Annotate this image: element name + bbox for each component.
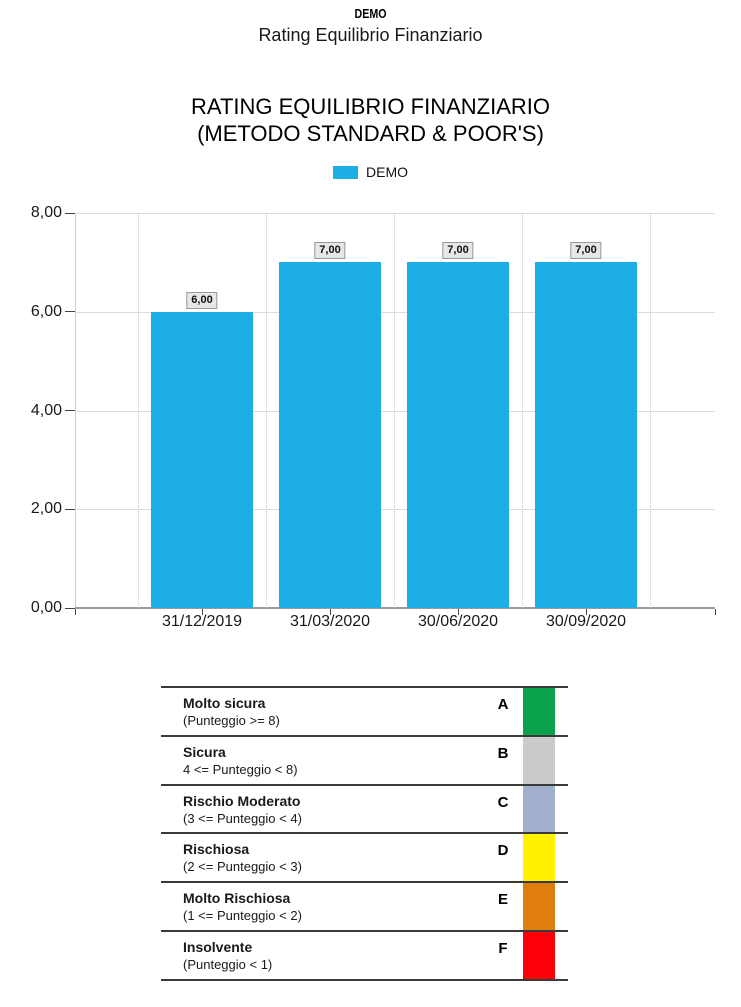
bar	[279, 262, 381, 608]
rating-label: Rischio Moderato	[183, 792, 301, 809]
rating-grade: D	[497, 842, 509, 860]
report-watermark-text: DEMO	[354, 6, 387, 21]
x-axis-label: 31/12/2019	[161, 613, 243, 630]
bar-value-label: 7,00	[314, 242, 346, 260]
y-axis-label: 2,00	[30, 500, 62, 518]
x-axis-tick	[586, 609, 587, 615]
bar	[151, 311, 253, 608]
rating-grade: B	[497, 744, 509, 762]
gridline-h	[75, 410, 715, 412]
bar-value-label: 7,00	[442, 242, 474, 260]
rating-grade: A	[497, 696, 509, 713]
y-axis-label: 4,00	[30, 401, 62, 419]
x-axis-line	[75, 607, 715, 609]
chart-title-line1: RATING EQUILIBRIO FINANZIARIO	[191, 94, 550, 119]
gridline-h	[75, 509, 715, 511]
gridline-v	[394, 213, 395, 608]
rating-range: (2 <= Punteggio < 3)	[183, 859, 302, 875]
bar	[535, 262, 637, 608]
rating-text: Rischio Moderato (3 <= Punteggio < 4)	[161, 786, 483, 833]
y-axis-label: 6,00	[30, 302, 62, 320]
rating-color-swatch	[523, 931, 555, 979]
gridline-v	[266, 213, 267, 608]
rating-label: Sicura	[183, 743, 226, 760]
bar-value-label: 6,00	[186, 291, 218, 309]
gridline-h	[75, 213, 715, 214]
rating-row: Rischiosa (2 <= Punteggio < 3) D	[161, 832, 568, 882]
rating-label: Molto Rischiosa	[183, 890, 291, 907]
chart-title: RATING EQUILIBRIO FINANZIARIO (METODO ST…	[0, 93, 741, 147]
rating-text: Molto Rischiosa (1 <= Punteggio < 2)	[161, 883, 483, 930]
rating-row: Rischio Moderato (3 <= Punteggio < 4) C	[161, 783, 568, 833]
x-axis-tick	[715, 609, 716, 615]
rating-row: Molto sicura (Punteggio >= 8) A	[161, 686, 568, 735]
rating-row: Insolvente (Punteggio < 1) F	[161, 929, 568, 979]
y-axis-tick	[65, 607, 75, 609]
x-axis-tick	[330, 609, 331, 615]
x-axis-label: 30/09/2020	[545, 613, 627, 630]
x-axis-label: 31/03/2020	[289, 613, 371, 630]
chart-title-line2: (METODO STANDARD & POOR'S)	[197, 121, 544, 146]
rating-range: 4 <= Punteggio < 8)	[183, 761, 298, 777]
rating-grade: F	[498, 939, 508, 957]
rating-label: Rischiosa	[183, 841, 250, 858]
rating-range: (Punteggio >= 8)	[183, 713, 280, 728]
rating-text: Insolvente (Punteggio < 1)	[161, 932, 483, 979]
rating-color-swatch	[523, 785, 555, 833]
x-axis-tick	[458, 609, 459, 615]
y-axis-tick	[65, 212, 75, 214]
gridline-v	[522, 213, 523, 608]
legend-label: DEMO	[366, 164, 408, 180]
legend-swatch	[333, 165, 358, 179]
chart-legend: DEMO	[0, 164, 741, 180]
gridline-v	[138, 213, 139, 608]
x-axis-tick	[75, 609, 76, 615]
bar	[407, 262, 509, 608]
rating-text: Molto sicura (Punteggio >= 8)	[161, 688, 483, 735]
x-axis-tick	[202, 609, 203, 615]
rating-table: Molto sicura (Punteggio >= 8) A Sicura 4 <= …	[161, 686, 568, 981]
rating-grade: C	[497, 793, 509, 811]
rating-grade: E	[497, 891, 508, 909]
x-axis-label: 30/06/2020	[417, 613, 499, 630]
gridline-v	[650, 213, 651, 608]
y-axis-tick	[65, 410, 75, 411]
bar-value-label: 7,00	[570, 242, 602, 260]
rating-color-swatch	[523, 834, 555, 882]
rating-range: (3 <= Punteggio < 4)	[183, 810, 302, 826]
gridline-h	[75, 311, 715, 313]
rating-text: Rischiosa (2 <= Punteggio < 3)	[161, 834, 483, 881]
rating-color-swatch	[523, 883, 555, 930]
y-axis-label: 8,00	[30, 204, 62, 221]
rating-label: Insolvente	[183, 938, 253, 955]
plot-area: 6,00 7,00 7,00 7,00	[65, 212, 716, 615]
rating-row: Molto Rischiosa (1 <= Punteggio < 2) E	[161, 881, 568, 930]
y-axis-label: 0,00	[30, 599, 62, 616]
report-watermark: DEMO	[0, 6, 741, 21]
rating-row: Sicura 4 <= Punteggio < 8) B	[161, 734, 568, 784]
rating-text: Sicura 4 <= Punteggio < 8)	[161, 737, 483, 784]
rating-label: Molto sicura	[183, 695, 266, 711]
y-axis-tick	[65, 508, 75, 510]
rating-range: (1 <= Punteggio < 2)	[183, 908, 302, 924]
rating-range: (Punteggio < 1)	[183, 956, 273, 972]
y-axis-tick	[65, 311, 75, 313]
report-title: Rating Equilibrio Finanziario	[258, 25, 483, 45]
rating-color-swatch	[523, 688, 555, 735]
rating-color-swatch	[523, 736, 555, 784]
